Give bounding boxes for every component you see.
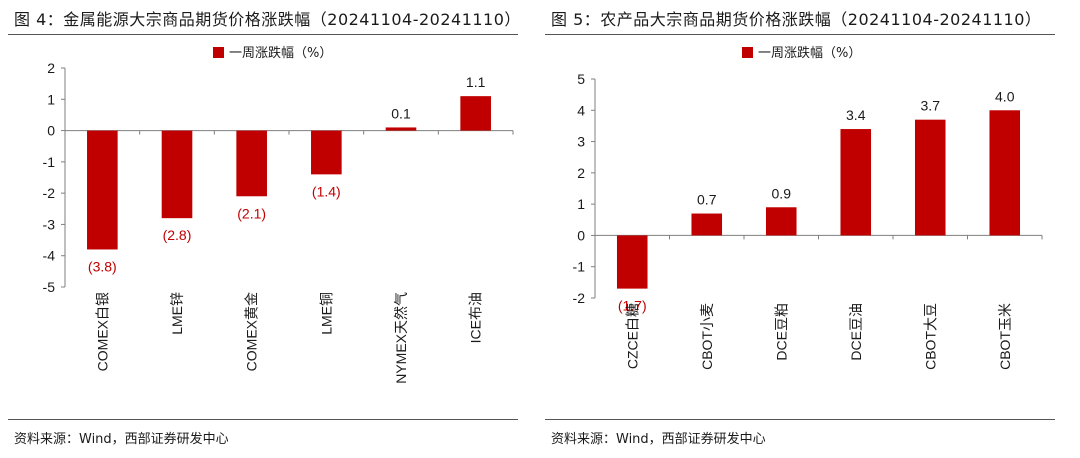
figure-title: 图 4：金属能源大宗商品期货价格涨跌幅（20241104-20241110） <box>14 10 521 29</box>
agriculture-bar-chart: 一周涨跌幅（%） 5 4 3 2 1 0 -1 -2 (1.7)CZCE白糖 0.7 CBOT小麦 0.… <box>573 45 1043 370</box>
data-label: (2.8) <box>163 227 192 243</box>
source-note: 资料来源：Wind，西部证券研发中心 <box>14 432 229 447</box>
x-category-label: CBOT大豆 <box>922 303 938 370</box>
data-label: 3.7 <box>921 98 941 114</box>
y-tick-label: -1 <box>573 259 586 275</box>
legend-label: 一周涨跌幅（%） <box>229 45 332 61</box>
data-label: 3.4 <box>846 107 866 123</box>
x-category-label: COMEX黄金 <box>244 292 260 371</box>
y-tick-label: 1 <box>577 196 585 212</box>
bar <box>161 130 193 219</box>
x-category-label: LME锌 <box>169 292 185 335</box>
x-category-label: CZCE白糖 <box>624 303 640 369</box>
data-label: (1.4) <box>312 183 341 199</box>
y-tick-label: 1 <box>47 91 55 107</box>
metals-energy-bar-chart: 一周涨跌幅（%） 2 1 0 -1 -2 -3 -4 -5 (3.8) COMEX白银 (2.8) LM… <box>43 45 514 384</box>
data-label: 1.1 <box>466 74 486 90</box>
y-tick-label: -2 <box>573 290 586 306</box>
bar <box>989 110 1021 236</box>
figure-title: 图 5：农产品大宗商品期货价格涨跌幅（20241104-20241110） <box>551 10 1042 29</box>
x-category-label: LME铜 <box>318 292 334 335</box>
x-category-label: DCE豆油 <box>848 303 864 361</box>
bottom-rule <box>8 419 518 420</box>
y-tick-label: -5 <box>43 279 56 295</box>
bar <box>914 119 946 236</box>
figure-5-panel: 图 5：农产品大宗商品期货价格涨跌幅（20241104-20241110） 一周… <box>545 0 1065 458</box>
x-category-label: ICE布油 <box>468 292 484 343</box>
y-tick-label: 0 <box>577 227 585 243</box>
figure-4-panel: 图 4：金属能源大宗商品期货价格涨跌幅（20241104-20241110） 一… <box>8 0 528 458</box>
x-category-label: DCE豆粕 <box>773 303 789 361</box>
legend-swatch <box>213 47 224 58</box>
y-tick-label: 5 <box>577 71 585 87</box>
x-category-label: CBOT小麦 <box>699 303 715 370</box>
top-rule <box>545 34 1055 35</box>
bar <box>460 96 491 131</box>
y-tick-label: 2 <box>47 60 55 76</box>
bar <box>87 130 118 250</box>
bar <box>840 129 872 236</box>
y-tick-label: 3 <box>577 134 585 150</box>
y-tick-label: -1 <box>43 154 56 170</box>
y-tick-label: -4 <box>43 248 56 264</box>
x-category-label: CBOT玉米 <box>997 303 1013 370</box>
data-label: (3.8) <box>88 258 117 274</box>
chart-legend: 一周涨跌幅（%） <box>742 45 861 61</box>
source-note: 资料来源：Wind，西部证券研发中心 <box>551 432 766 447</box>
data-label: 0.1 <box>391 105 411 121</box>
y-tick-label: -2 <box>43 185 56 201</box>
data-label: 4.0 <box>995 88 1015 104</box>
x-category-label: NYMEX天然气 <box>393 292 409 384</box>
bar <box>691 213 723 236</box>
top-rule <box>8 34 518 35</box>
data-label: 0.9 <box>772 185 792 201</box>
y-tick-label: 2 <box>577 165 585 181</box>
legend-swatch <box>742 47 753 58</box>
x-category-label: COMEX白银 <box>94 292 110 371</box>
legend-label: 一周涨跌幅（%） <box>758 45 861 61</box>
bar <box>385 127 417 131</box>
bar <box>236 130 267 197</box>
data-label: 0.7 <box>697 192 717 208</box>
y-tick-label: 4 <box>577 102 585 118</box>
y-tick-label: 0 <box>47 123 55 139</box>
data-label: (1.7) <box>618 298 647 314</box>
bar <box>616 235 648 289</box>
bar <box>311 130 342 175</box>
bar <box>765 207 797 236</box>
chart-legend: 一周涨跌幅（%） <box>213 45 332 61</box>
data-label: (2.1) <box>237 205 266 221</box>
bottom-rule <box>545 419 1055 420</box>
y-tick-label: -3 <box>43 216 56 232</box>
